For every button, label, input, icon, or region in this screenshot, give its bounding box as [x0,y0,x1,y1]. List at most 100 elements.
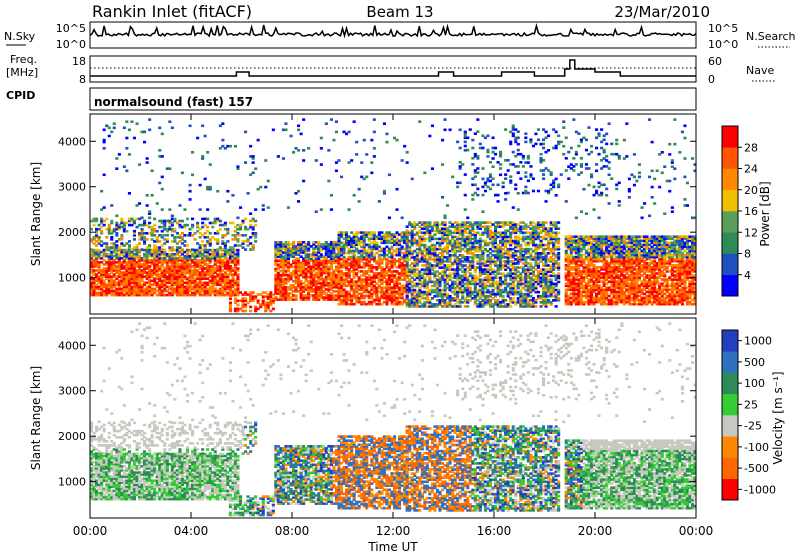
data-cell [264,291,268,294]
data-cell [279,243,283,246]
data-cell [153,246,157,249]
data-cell [138,223,142,227]
data-cell [322,286,326,289]
data-cell [319,273,323,277]
data-cell [155,277,159,280]
data-cell [170,277,174,280]
data-cell [228,269,232,272]
data-cell [168,248,172,252]
data-cell [340,276,344,279]
data-cell [213,279,217,283]
data-cell [186,223,190,227]
data-cell [294,273,298,277]
data-cell [329,249,333,252]
data-cell [342,272,346,275]
data-cell [284,269,288,273]
data-cell [180,287,184,291]
data-cell [168,259,172,262]
data-cell [153,263,157,266]
data-cell [223,252,227,256]
data-cell [286,241,290,244]
data-cell [337,257,341,261]
power-data-cells [90,118,697,313]
data-cell [286,253,290,256]
data-cell [228,267,232,270]
data-cell [281,288,285,291]
data-cell [183,223,187,227]
data-cell [239,227,243,231]
data-cell [201,252,205,256]
data-cell [342,237,346,240]
data-cell [90,293,94,297]
data-cell [95,279,99,283]
data-cell [95,217,99,221]
data-cell [236,299,240,303]
data-cell [228,303,232,307]
data-cell [107,275,111,278]
data-cell [180,225,184,229]
data-cell [198,265,202,268]
data-cell [90,252,94,256]
data-cell [319,247,323,250]
data-cell [198,277,202,280]
data-cell [148,267,152,270]
data-cell [221,242,225,245]
data-cell [271,301,275,305]
data-cell [132,269,136,272]
data-cell [183,271,187,274]
data-cell [170,271,174,274]
data-cell [198,250,202,254]
data-cell [211,221,215,225]
data-cell [221,273,225,276]
data-cell [276,241,280,244]
data-cell [193,283,197,287]
data-cell [125,254,129,258]
data-cell [281,296,285,299]
data-cell [236,223,240,227]
data-cell [203,287,207,291]
data-cell [153,269,157,272]
data-cell [307,257,311,260]
data-cell [213,275,217,278]
data-cell [312,294,316,297]
data-cell [175,287,179,291]
data-cell [150,269,154,272]
data-cell [249,242,253,245]
data-cell [122,259,126,262]
data-cell [228,265,232,268]
data-cell [153,234,157,237]
data-cell [337,266,341,269]
data-cell [122,287,126,291]
data-cell [289,273,293,277]
data-cell [150,291,154,295]
data-cell [342,247,346,251]
data-cell [150,252,154,256]
data-cell [90,261,94,264]
data-cell [100,287,104,291]
data-cell [90,265,94,268]
data-cell [239,307,243,311]
data-cell [183,277,187,280]
data-cell [294,253,298,256]
data-cell [208,232,212,235]
data-cell [322,263,326,267]
data-cell [143,257,147,260]
data-cell [100,273,104,276]
data-cell [180,279,184,283]
data-cell [196,252,200,256]
data-cell [153,289,157,293]
data-cell [180,232,184,235]
data-cell [97,285,101,289]
data-cell [254,236,258,239]
data-cell [165,277,169,280]
data-cell [173,269,177,272]
freq-left-tick-top: 18 [72,55,86,68]
data-cell [160,225,164,229]
data-cell [102,250,106,254]
data-cell [191,271,195,274]
data-cell [286,243,290,246]
data-cell [327,249,331,252]
data-cell [107,277,111,280]
data-cell [329,282,333,285]
data-cell [279,269,283,273]
